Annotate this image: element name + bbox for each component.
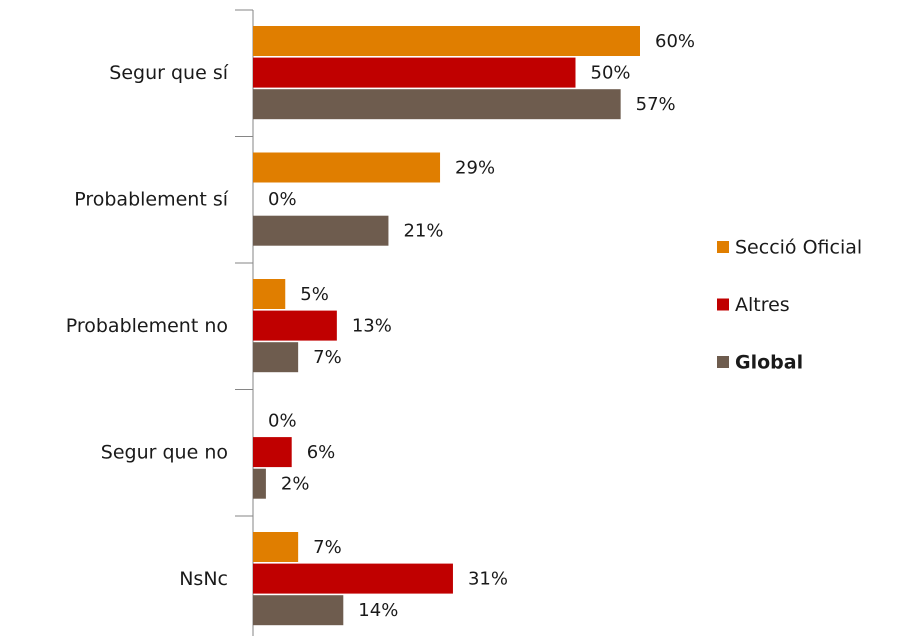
bar [253,310,337,341]
legend-label: Altres [735,294,790,316]
bar [253,152,441,183]
data-label: 50% [591,63,631,84]
category-label: Probablement sí [74,188,229,210]
legend-label: Secció Oficial [735,237,862,259]
bar [253,437,292,468]
data-label: 0% [268,189,297,210]
bar [253,215,389,246]
data-label: 0% [268,411,297,432]
data-label: 57% [636,94,676,115]
data-label: 14% [358,600,398,621]
category-label: Segur que sí [109,62,228,84]
data-label: 60% [655,31,695,52]
data-label: 29% [455,158,495,179]
category-label: NsNc [179,568,228,590]
bar [253,468,266,499]
data-label: 7% [313,537,342,558]
legend-swatch [717,298,729,311]
bar [253,563,453,594]
bar [253,26,640,56]
data-label: 5% [300,284,329,305]
data-label: 21% [403,221,443,242]
category-label: Probablement no [66,315,228,337]
bar [253,595,344,626]
bar [253,532,299,562]
bar [253,57,576,88]
data-label: 6% [307,442,336,463]
legend-swatch [717,356,729,368]
legend-label: Global [735,352,803,374]
data-label: 31% [468,569,508,590]
data-label: 7% [313,347,342,368]
bar [253,342,299,373]
legend-swatch [717,241,729,253]
category-label: Segur que no [101,441,228,463]
data-label: 2% [281,474,310,495]
data-label: 13% [352,316,392,337]
bar [253,89,621,120]
bar [253,279,286,309]
